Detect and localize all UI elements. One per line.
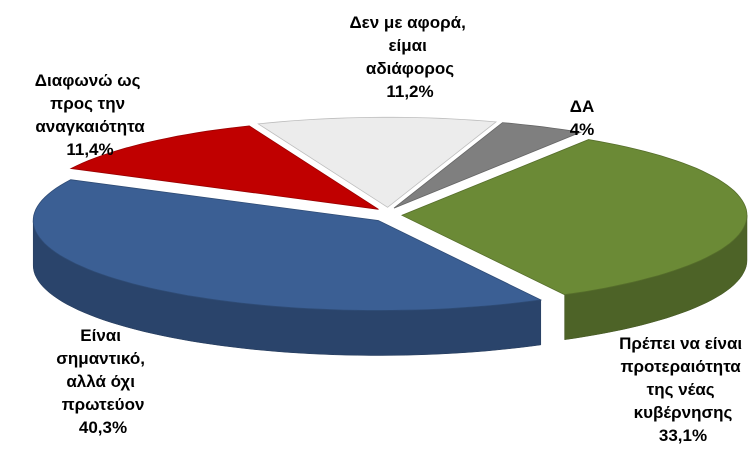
value-label: 40,3% [79, 418, 127, 437]
label-line: πρωτεύον [62, 395, 145, 414]
label-line: προς την [50, 94, 130, 113]
label-line: Πρέπει να είναι [619, 334, 747, 353]
label-line: προτεραιότητα [621, 357, 746, 376]
slice [393, 122, 582, 209]
label-line: αλλά όχι [66, 372, 139, 391]
slice-label: Δεν με αφορά, είμαι αδιάφορος [349, 13, 470, 78]
label-line: της νέας [647, 380, 720, 399]
slice [69, 125, 379, 210]
label-line: αδιάφορος [366, 59, 454, 78]
label-line: είμαι [388, 36, 431, 55]
slice [257, 116, 498, 208]
slice [401, 139, 748, 296]
slice [32, 179, 543, 311]
label-line: Είναι [80, 326, 125, 345]
slice-label: Διαφωνώ ως προς την αναγκαιότητα [35, 71, 145, 136]
value-label: 11,4% [66, 140, 113, 159]
label-line: κυβέρνησης [634, 403, 733, 422]
label-line: ΔΑ [570, 97, 595, 116]
label-line: αναγκαιότητα [35, 117, 145, 136]
slice-label: ΔΑ [570, 97, 595, 116]
value-label: 33,1% [659, 426, 707, 445]
slice-label: Πρέπει να είναι προτεραιότητα της νέας κ… [619, 334, 747, 422]
slice-label: Είναι σημαντικό, αλλά όχι πρωτεύον [56, 326, 149, 414]
value-label: 11,2% [386, 82, 433, 101]
label-line: Δεν με αφορά, [349, 13, 470, 32]
label-line: σημαντικό, [56, 349, 149, 368]
value-label: 4% [570, 120, 595, 139]
label-line: Διαφωνώ ως [35, 71, 145, 90]
